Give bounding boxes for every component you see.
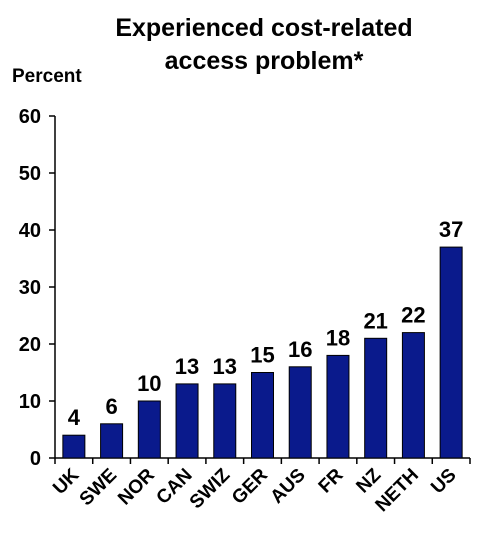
bar-ger <box>251 372 274 459</box>
bar-nor <box>137 400 161 459</box>
bar-neth <box>401 332 425 459</box>
y-tick-label: 0 <box>30 448 41 470</box>
bar-aus <box>288 366 312 459</box>
y-tick-label: 30 <box>19 277 41 299</box>
y-tick-label: 40 <box>19 220 41 242</box>
x-tick-label-us: US <box>427 465 461 499</box>
x-tick-label-aus: AUS <box>267 465 310 508</box>
x-tick-label-swiz: SWIZ <box>186 464 235 513</box>
y-tick-label: 20 <box>19 334 41 356</box>
data-label-swe: 6 <box>105 394 117 419</box>
chart-title-line-2: access problem* <box>164 47 364 75</box>
data-label-fr: 18 <box>326 325 350 350</box>
data-label-aus: 16 <box>288 337 312 362</box>
data-label-nz: 21 <box>363 308 387 333</box>
bar-can <box>175 383 199 459</box>
data-label-uk: 4 <box>68 405 81 430</box>
data-label-nor: 10 <box>137 371 161 396</box>
x-tick-label-ger: GER <box>228 464 272 508</box>
bar-fr <box>326 354 350 459</box>
data-label-swiz: 13 <box>213 354 237 379</box>
y-tick-label: 10 <box>19 391 41 413</box>
data-label-can: 13 <box>175 354 199 379</box>
data-label-us: 37 <box>439 217 463 242</box>
x-tick-label-swe: SWE <box>76 465 121 510</box>
y-axis-label: Percent <box>12 66 82 87</box>
y-tick-label: 50 <box>19 163 41 185</box>
bar-swiz <box>213 383 237 459</box>
x-tick-label-nor: NOR <box>114 464 159 509</box>
bar-us <box>439 246 463 459</box>
bar-uk <box>62 434 86 459</box>
bar-swe <box>100 423 124 459</box>
bar-nz <box>364 337 388 459</box>
x-tick-label-neth: NETH <box>372 465 423 516</box>
x-tick-label-fr: FR <box>315 464 348 497</box>
data-label-ger: 15 <box>250 343 274 368</box>
y-tick-label: 60 <box>19 106 41 128</box>
data-label-neth: 22 <box>401 303 425 328</box>
chart-title-line-1: Experienced cost-related <box>115 14 413 42</box>
